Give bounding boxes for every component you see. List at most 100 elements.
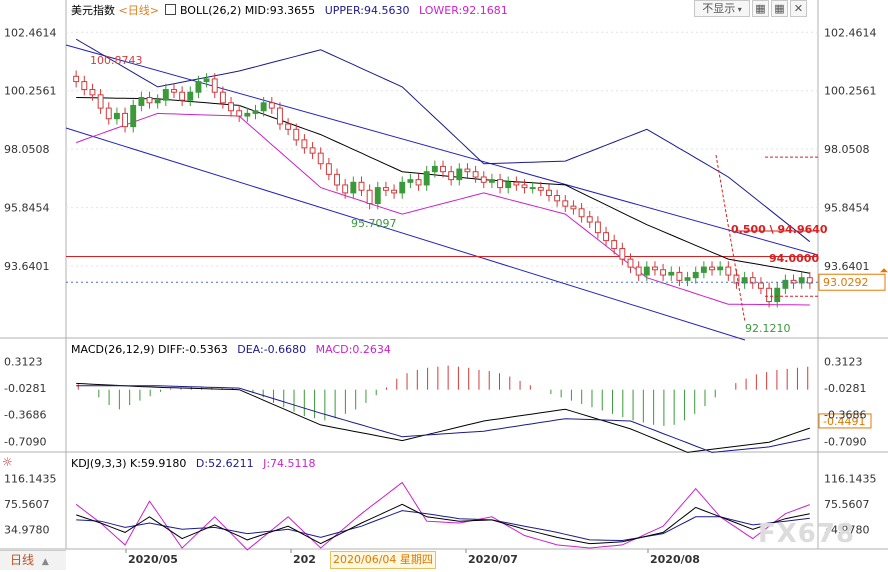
candle-body [334, 173, 340, 186]
price-tick-left: 102.4614 [4, 26, 57, 39]
settings-sun-icon[interactable]: ☼ [2, 455, 13, 469]
high-label: 100.8743 [90, 54, 143, 67]
close-icon: ✕ [793, 2, 804, 15]
candle-body [741, 277, 748, 284]
boll-toggle-icon[interactable] [165, 4, 177, 15]
macd-tick-right: -0.3686 [824, 409, 866, 422]
candle-body [89, 89, 96, 96]
j-line [75, 481, 810, 551]
macd-tick-right: -0.7090 [824, 435, 866, 448]
candle-body [146, 97, 153, 104]
fib-label: 0.500 \ 94.9640 [731, 223, 828, 236]
price-tick-left: 95.8454 [4, 202, 50, 215]
candle-body [529, 187, 536, 190]
candle-body [342, 184, 349, 194]
macd-current-box [818, 413, 872, 429]
candle-body [766, 287, 773, 303]
price-tick-right: 100.2561 [824, 85, 877, 98]
candle-body [537, 187, 544, 191]
candle-body [643, 266, 650, 276]
watermark-logo: FX678 [758, 519, 856, 549]
candle-body [635, 266, 642, 276]
price-arrow-icon [880, 268, 888, 273]
candle-body [317, 152, 324, 165]
candle-body [782, 279, 789, 289]
grid-lines [0, 0, 888, 550]
candle-body [122, 112, 129, 128]
settings-button[interactable]: ▦ [771, 0, 788, 17]
macd-value-label: MACD:0.2634 [315, 343, 391, 356]
candle-body [774, 287, 781, 303]
kdj-panel [75, 481, 810, 551]
candle-body [366, 189, 373, 204]
dea-line [76, 385, 810, 453]
boll-lower-line [76, 112, 810, 306]
macd-tick-left: 0.3123 [4, 355, 43, 368]
grid-icon-2: ▦ [774, 2, 785, 15]
candle-body [554, 195, 561, 202]
low-label-1: 95.7097 [351, 217, 397, 230]
x-tick-label: 2020/07 [468, 553, 518, 566]
candle-body [619, 248, 626, 260]
grid-icon: ▦ [755, 2, 766, 15]
boll-label: BOLL(26,2) [179, 4, 242, 17]
kdj-tick-right: 75.5607 [824, 498, 870, 511]
low-label-2: 92.1210 [745, 322, 791, 335]
price-tick-right: 102.4614 [824, 26, 877, 39]
candle-body [162, 89, 169, 101]
hide-indicator-button[interactable]: 不显示 ▾ [694, 0, 750, 17]
kdj-label: KDJ(9,3,3) [71, 457, 127, 470]
dropdown-arrow-icon: ▾ [735, 5, 742, 14]
candle-body [709, 266, 715, 271]
candle-body [627, 258, 634, 268]
candle-body [652, 266, 658, 271]
candle-body [268, 102, 275, 109]
candle-body [480, 176, 487, 183]
candle-body [546, 189, 552, 197]
diff-line [76, 382, 810, 453]
price-tick-left: 98.0508 [4, 143, 50, 156]
candle-body [374, 187, 381, 205]
projection-line [715, 154, 746, 323]
candle-body [431, 165, 438, 173]
macd-tick-left: -0.0281 [4, 382, 46, 395]
candle-body [513, 181, 520, 186]
candle-body [211, 78, 218, 93]
candle-body [171, 89, 177, 93]
candle-body [472, 171, 479, 178]
macd-label: MACD(26,12,9) [71, 343, 155, 356]
candle-body [676, 271, 683, 281]
candle-body [179, 91, 186, 101]
close-panel-button[interactable]: ✕ [790, 0, 807, 17]
candle-body [798, 277, 805, 284]
zoom-in-button[interactable]: ▦ [752, 0, 769, 17]
candle-body [399, 181, 406, 194]
price-tick-left: 93.6401 [4, 260, 50, 273]
candle-body [73, 75, 80, 83]
last-price-label: 93.0292 [823, 276, 869, 289]
macd-tick-right: 0.3123 [824, 355, 863, 368]
candle-body [717, 266, 724, 271]
candle-body [586, 216, 593, 223]
period-tab[interactable]: 日线 ▲ [0, 550, 66, 570]
macd-tick-left: -0.3686 [4, 409, 46, 422]
candle-body [154, 99, 161, 104]
candle-body [611, 240, 618, 250]
candle-body [497, 179, 504, 189]
candle-body [488, 179, 495, 183]
channel-lower-line [65, 127, 746, 341]
candle-body [806, 277, 813, 284]
period-label: <日线> [118, 4, 159, 17]
candle-body [301, 139, 308, 149]
candle-body [505, 181, 512, 189]
candle-body [757, 282, 764, 289]
j-label: J:74.5118 [263, 457, 316, 470]
candle-body [244, 112, 251, 117]
candle-body [113, 112, 120, 120]
candle-body [350, 181, 357, 194]
x-tick-label: 202 [293, 553, 316, 566]
candle-body [749, 277, 756, 284]
candle-body [97, 94, 104, 109]
